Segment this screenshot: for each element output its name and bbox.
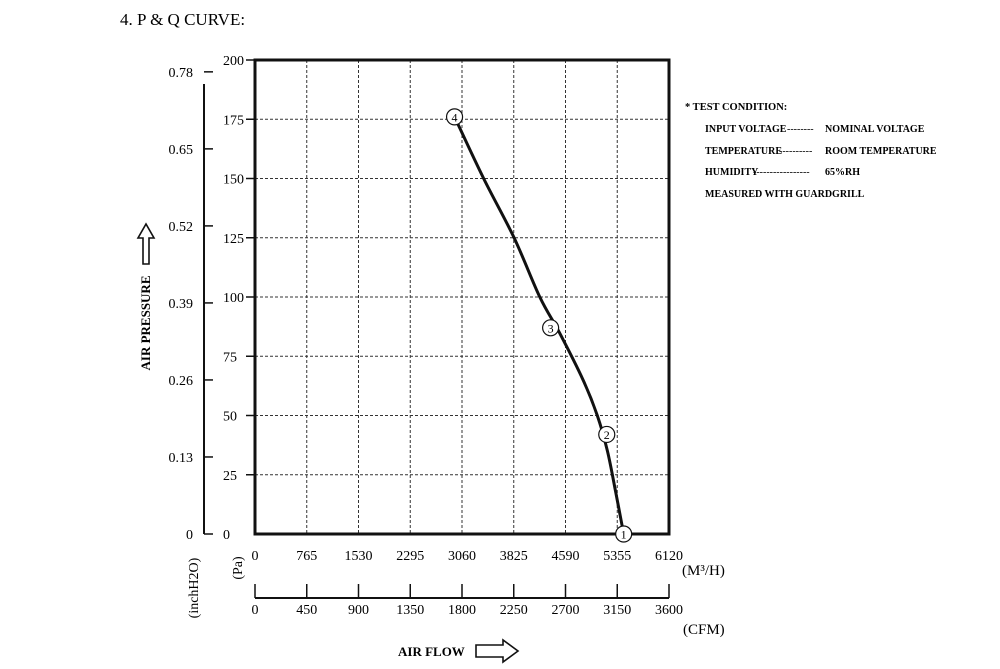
condition-label: TEMPERATURE (705, 146, 782, 157)
point-marker-label: 4 (452, 110, 458, 124)
y-axis-ticks: 0 25 50 75 100 125 150 175 200 (223, 54, 255, 543)
y2-unit-label: (inchH2O) (187, 557, 202, 618)
condition-dash: ---------- (779, 146, 812, 157)
y-tick-label: 175 (223, 113, 244, 128)
condition-dash: -------- (787, 124, 814, 135)
curve-point-marker: 2 (598, 425, 616, 444)
x2-tick-label: 0 (252, 603, 259, 618)
condition-label: INPUT VOLTAGE (705, 124, 787, 135)
point-marker-circle (542, 319, 560, 337)
curve-layer: 1 2 3 4 (445, 108, 633, 543)
point-marker-circle (445, 108, 464, 126)
x2-tick-label: 2250 (500, 603, 528, 618)
x2-tick-label: 1800 (448, 603, 476, 618)
y-tick-label: 75 (223, 350, 237, 365)
x-tick-label: 0 (252, 549, 259, 564)
y-unit-label: (Pa) (231, 556, 246, 580)
y-tick-label: 150 (223, 173, 244, 188)
x-tick-label: 2295 (396, 549, 424, 564)
y2-tick-label: 0.78 (169, 66, 194, 81)
x-tick-label: 6120 (655, 549, 683, 564)
x2-tick-label: 3150 (603, 603, 631, 618)
test-condition: * TEST CONDITION: INPUT VOLTAGE --------… (685, 102, 937, 200)
point-marker-label: 2 (604, 428, 610, 442)
y2-tick-label: 0 (186, 528, 193, 543)
test-condition-title: * TEST CONDITION: (685, 102, 787, 113)
pq-curve-line (453, 116, 626, 535)
x2-tick-label: 450 (296, 603, 317, 618)
y-tick-label: 125 (223, 232, 244, 247)
secondary-y-axis-ticks: 0 0.13 0.26 0.39 0.52 0.65 0.78 (169, 66, 213, 543)
y-tick-label: 50 (223, 410, 237, 425)
right-arrow-icon (475, 638, 520, 664)
y2-tick-label: 0.26 (169, 374, 194, 389)
y2-tick-label: 0.52 (169, 220, 194, 235)
condition-value: 65%RH (825, 167, 860, 178)
condition-value: ROOM TEMPERATURE (825, 146, 937, 157)
grid (255, 60, 669, 534)
x-axis-ticks: 0 765 1530 2295 3060 3825 4590 5355 6120 (252, 549, 684, 564)
x-tick-label: 3825 (500, 549, 528, 564)
curve-point-marker: 4 (445, 108, 464, 126)
chart-heading: 4. P & Q CURVE: (120, 10, 245, 29)
curve-point-marker: 1 (615, 525, 633, 543)
y-axis-title: AIR PRESSURE (138, 276, 153, 371)
y2-tick-label: 0.13 (169, 451, 194, 466)
y-tick-label: 100 (223, 291, 244, 306)
x-tick-label: 4590 (552, 549, 580, 564)
x-tick-label: 765 (296, 549, 317, 564)
y-tick-label: 200 (223, 54, 244, 69)
x2-unit-label: (CFM) (683, 622, 725, 638)
condition-label: HUMIDITY (705, 167, 759, 178)
condition-dash: ----------------- (753, 167, 810, 178)
x2-tick-label: 1350 (396, 603, 424, 618)
y-tick-label: 25 (223, 469, 237, 484)
point-marker-label: 3 (548, 321, 554, 335)
point-marker-circle (615, 525, 633, 543)
x-axis-title: AIR FLOW (398, 644, 465, 659)
condition-value: NOMINAL VOLTAGE (825, 124, 925, 135)
condition-note: MEASURED WITH GUARDGRILL (705, 189, 865, 200)
x-tick-label: 1530 (345, 549, 373, 564)
x-unit-label: (M³/H) (682, 563, 725, 579)
x-tick-label: 5355 (603, 549, 631, 564)
point-marker-label: 1 (621, 528, 627, 542)
x2-tick-label: 2700 (552, 603, 580, 618)
y-tick-label: 0 (223, 528, 230, 543)
x2-tick-label: 3600 (655, 603, 683, 618)
y2-tick-label: 0.39 (169, 297, 194, 312)
y2-tick-label: 0.65 (169, 143, 194, 158)
curve-point-marker: 3 (542, 319, 560, 337)
point-marker-circle (598, 425, 616, 444)
secondary-x-axis-ticks: 0 450 900 1350 1800 2250 2700 3150 3600 (252, 584, 683, 618)
up-arrow-icon (136, 222, 156, 265)
x2-tick-label: 900 (348, 603, 369, 618)
x-tick-label: 3060 (448, 549, 476, 564)
